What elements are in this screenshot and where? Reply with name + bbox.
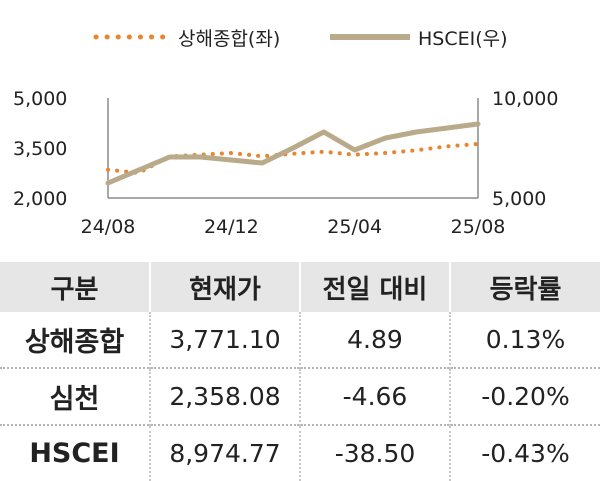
line-chart: 5,000 3,500 2,000 10,000 5,000 24/08 24/12 25/0… xyxy=(13,88,558,238)
y-right-tick-label: 5,000 xyxy=(492,188,546,210)
row-current-price: 3,771.10 xyxy=(149,312,300,368)
table-header-row: 구분 현재가 전일 대비 등락률 xyxy=(0,262,600,312)
row-index-name: 심천 xyxy=(0,367,150,425)
row-index-name: 상해종합 xyxy=(24,327,125,358)
header-daily-change: 전일 대비 xyxy=(299,262,450,312)
y-left-tick-label: 5,000 xyxy=(13,88,67,110)
header-current-price: 현재가 xyxy=(149,262,300,312)
row-change-rate: 0.13% xyxy=(449,312,600,368)
table-row: HSCEI 8,974.77 -38.50 -0.43% xyxy=(0,424,600,481)
table-row: 상해종합 3,771.10 4.89 0.13% xyxy=(0,312,600,368)
series-line-shanghai xyxy=(106,142,480,176)
header-category: 구분 xyxy=(0,262,150,312)
legend-swatch-shanghai xyxy=(93,34,169,40)
x-tick-label: 25/08 xyxy=(451,216,506,238)
row-current-price: 8,974.77 xyxy=(149,424,300,481)
header-change-rate: 등락률 xyxy=(449,262,600,312)
row-change-rate: -0.20% xyxy=(449,367,600,425)
legend-item-shanghai: 상해종합(좌) xyxy=(92,22,280,52)
row-change-rate: -0.43% xyxy=(449,424,600,481)
x-tick-label: 24/08 xyxy=(81,216,136,238)
row-daily-change: -38.50 xyxy=(299,424,450,481)
series-line-hscei xyxy=(105,121,481,186)
index-summary-table: 구분 현재가 전일 대비 등락률 상해종합 3,771.10 4.89 0.13… xyxy=(0,262,600,481)
legend-label-hscei: HSCEI(우) xyxy=(418,27,508,50)
y-left-tick-label: 3,500 xyxy=(13,138,67,160)
x-tick-label: 25/04 xyxy=(327,216,382,238)
legend-item-hscei: HSCEI(우) xyxy=(330,22,508,52)
y-left-tick-label: 2,000 xyxy=(13,188,67,210)
row-index-name: HSCEI xyxy=(0,424,150,481)
row-current-price: 2,358.08 xyxy=(149,367,300,425)
y-right-tick-label: 10,000 xyxy=(492,88,558,110)
legend-swatch-hscei xyxy=(330,34,410,40)
chart-legend: 상해종합(좌) HSCEI(우) xyxy=(0,22,600,52)
table-row: 심천 2,358.08 -4.66 -0.20% xyxy=(0,367,600,425)
legend-label-shanghai: 상해종합(좌) xyxy=(178,27,281,50)
x-tick-label: 24/12 xyxy=(204,216,259,238)
row-daily-change: -4.66 xyxy=(299,367,450,425)
row-daily-change: 4.89 xyxy=(299,312,450,368)
